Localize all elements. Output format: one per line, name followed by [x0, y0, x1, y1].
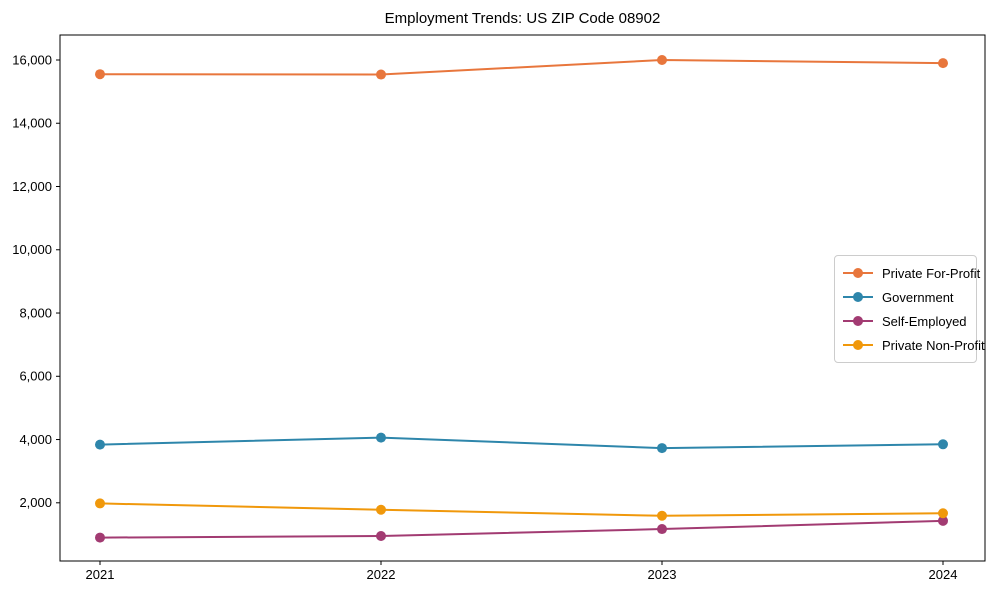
x-tick-label: 2022 — [367, 567, 396, 582]
data-point-marker — [657, 510, 667, 521]
legend-item: Private For-Profit — [843, 261, 980, 285]
x-tick-label: 2021 — [86, 567, 115, 582]
plot-border — [59, 34, 986, 562]
legend-label: Private For-Profit — [882, 265, 981, 281]
data-point-marker — [95, 532, 105, 543]
legend-label: Self-Employed — [882, 313, 967, 329]
x-tick-label: 2023 — [648, 567, 677, 582]
data-point-marker — [376, 69, 386, 80]
y-tick-label: 12,000 — [12, 179, 52, 194]
series-line — [99, 58, 944, 76]
data-point-marker — [938, 439, 948, 450]
y-tick-label: 10,000 — [12, 242, 52, 257]
data-point-marker — [376, 504, 386, 515]
legend-label: Government — [882, 289, 954, 305]
legend-line-marker-swatch — [843, 268, 873, 278]
legend-item: Self-Employed — [843, 309, 970, 333]
y-tick-label: 8,000 — [19, 305, 52, 320]
data-point-marker — [376, 531, 386, 542]
data-point-marker — [657, 54, 667, 65]
legend: Private For-Profit Government Self-Employe… — [834, 255, 985, 363]
data-point-marker — [938, 508, 948, 519]
chart-title: Employment Trends: US ZIP Code 08902 — [384, 10, 661, 27]
series-line — [99, 502, 944, 517]
y-tick-label: 16,000 — [12, 52, 52, 67]
legend-line-marker-swatch — [843, 292, 873, 302]
legend-marker-dot — [853, 292, 863, 302]
y-tick-label: 4,000 — [19, 432, 52, 447]
y-tick-label: 2,000 — [19, 495, 52, 510]
series-line — [99, 519, 944, 539]
legend-marker-dot — [853, 340, 863, 350]
data-point-marker — [938, 58, 948, 69]
y-tick-label: 14,000 — [12, 116, 52, 131]
data-point-marker — [657, 443, 667, 454]
data-point-marker — [95, 498, 105, 509]
data-point-marker — [376, 432, 386, 443]
legend-line-marker-swatch — [843, 316, 873, 326]
data-point-marker — [938, 515, 948, 526]
legend-item: Private Non-Profit — [843, 333, 985, 357]
legend-marker-dot — [853, 316, 863, 326]
legend-item: Government — [843, 285, 970, 309]
x-tick-label: 2024 — [929, 567, 958, 582]
legend-marker-dot — [853, 268, 863, 278]
data-point-marker — [95, 69, 105, 80]
legend-label: Private Non-Profit — [882, 337, 985, 353]
data-point-marker — [657, 524, 667, 535]
data-point-marker — [95, 439, 105, 450]
legend-line-marker-swatch — [843, 340, 873, 350]
y-tick-label: 6,000 — [19, 369, 52, 384]
series-line — [99, 436, 944, 450]
